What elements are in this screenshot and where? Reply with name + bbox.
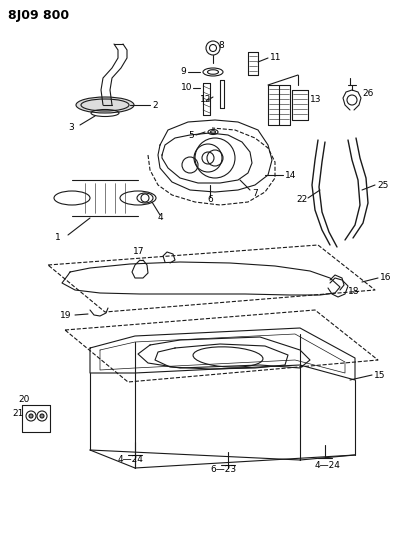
Text: 12: 12 [200, 95, 211, 104]
Text: 14: 14 [285, 171, 297, 180]
Text: 6—23: 6—23 [210, 465, 236, 474]
Text: 8: 8 [218, 42, 224, 51]
Text: 8J09 800: 8J09 800 [8, 10, 69, 22]
Text: 22: 22 [296, 196, 307, 205]
Circle shape [40, 414, 44, 418]
Text: 5: 5 [188, 132, 194, 141]
Text: 19: 19 [60, 311, 72, 319]
Text: 26: 26 [362, 88, 373, 98]
Text: 4—24: 4—24 [315, 461, 341, 470]
Text: 17: 17 [133, 247, 145, 256]
Text: 21: 21 [12, 408, 23, 417]
Text: 4—24: 4—24 [118, 456, 144, 464]
Text: 7: 7 [252, 189, 258, 198]
Text: 18: 18 [348, 287, 360, 296]
Text: 10: 10 [181, 84, 192, 93]
Text: 25: 25 [377, 181, 388, 190]
Text: 4: 4 [158, 214, 164, 222]
Text: 1: 1 [55, 232, 61, 241]
Text: 2: 2 [152, 101, 158, 109]
Text: 6: 6 [207, 196, 213, 205]
Text: 3: 3 [68, 123, 74, 132]
Text: 13: 13 [310, 95, 322, 104]
Text: 20: 20 [18, 395, 29, 405]
Text: 15: 15 [374, 370, 385, 379]
Text: 9: 9 [180, 68, 186, 77]
Text: 16: 16 [380, 273, 391, 282]
Circle shape [29, 414, 33, 418]
Text: 11: 11 [270, 52, 282, 61]
Ellipse shape [76, 97, 134, 113]
